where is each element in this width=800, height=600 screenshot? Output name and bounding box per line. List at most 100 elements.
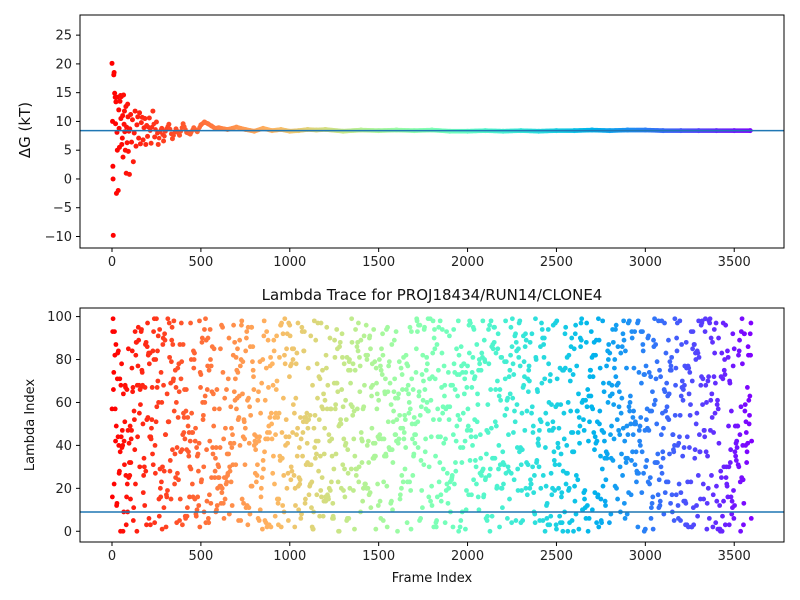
lambda-point bbox=[543, 410, 549, 416]
lambda-point bbox=[190, 430, 196, 435]
lambda-index-axis-label: Lambda Index bbox=[23, 379, 38, 472]
lambda-point bbox=[260, 458, 266, 463]
lambda-point bbox=[707, 316, 713, 322]
lambda-point bbox=[596, 316, 601, 322]
lambda-point bbox=[268, 524, 274, 530]
lambda-point bbox=[555, 440, 561, 446]
lambda-point bbox=[214, 387, 220, 392]
lambda-point bbox=[451, 361, 457, 367]
lambda-point bbox=[280, 331, 286, 337]
lambda-point bbox=[144, 344, 150, 350]
lambda-point bbox=[559, 494, 564, 500]
lambda-point bbox=[380, 518, 386, 523]
lambda-point bbox=[508, 470, 514, 476]
lambda-point bbox=[576, 526, 582, 532]
lambda-point bbox=[509, 520, 515, 526]
lambda-point bbox=[627, 408, 633, 414]
lambda-point bbox=[333, 402, 339, 408]
lambda-point bbox=[517, 363, 523, 369]
lambda-point bbox=[597, 408, 603, 414]
lambda-point bbox=[288, 477, 294, 483]
lambda-point bbox=[453, 468, 459, 474]
lambda-point bbox=[471, 477, 476, 483]
lambda-point bbox=[390, 460, 396, 465]
lambda-point bbox=[351, 488, 356, 493]
lambda-point bbox=[199, 335, 205, 341]
lambda-point bbox=[387, 380, 393, 386]
lambda-point bbox=[157, 327, 163, 332]
lambda-point bbox=[133, 481, 138, 487]
lambda-point bbox=[317, 513, 323, 519]
lambda-point bbox=[624, 511, 630, 517]
lambda-point bbox=[701, 427, 707, 433]
lambda-point bbox=[267, 430, 272, 435]
lambda-point bbox=[261, 466, 266, 472]
delta-g-point bbox=[143, 141, 149, 147]
lambda-point bbox=[260, 357, 266, 362]
lambda-point bbox=[226, 511, 232, 517]
lambda-point bbox=[357, 354, 362, 360]
lambda-point bbox=[127, 473, 133, 478]
lambda-point bbox=[612, 357, 618, 362]
delta-g-y-tick-label: −5 bbox=[53, 201, 72, 216]
lambda-point bbox=[368, 346, 373, 352]
lambda-point bbox=[602, 498, 608, 504]
lambda-point bbox=[130, 389, 136, 395]
lambda-point bbox=[566, 352, 572, 358]
lambda-point bbox=[464, 427, 470, 433]
lambda-point bbox=[541, 342, 547, 347]
lambda-point bbox=[664, 404, 670, 410]
lambda-y-tick-label: 60 bbox=[55, 396, 72, 411]
lambda-point bbox=[167, 458, 173, 463]
lambda-point bbox=[658, 432, 664, 438]
lambda-point bbox=[468, 434, 474, 440]
lambda-point bbox=[461, 391, 467, 397]
lambda-point bbox=[619, 451, 624, 457]
lambda-point bbox=[125, 346, 131, 352]
lambda-point bbox=[152, 520, 158, 526]
lambda-point bbox=[306, 492, 312, 498]
lambda-point bbox=[625, 455, 630, 461]
lambda-point bbox=[454, 423, 460, 429]
lambda-point bbox=[309, 505, 314, 511]
lambda-point bbox=[363, 322, 369, 328]
lambda-point bbox=[492, 419, 498, 425]
lambda-point bbox=[683, 500, 689, 506]
lambda-point bbox=[357, 363, 363, 369]
lambda-point bbox=[739, 316, 745, 322]
lambda-point bbox=[263, 365, 269, 371]
lambda-point bbox=[218, 346, 223, 352]
lambda-point bbox=[616, 427, 622, 433]
lambda-point bbox=[703, 316, 708, 322]
delta-g-point bbox=[140, 137, 146, 143]
lambda-point bbox=[357, 389, 363, 395]
lambda-point bbox=[435, 406, 441, 412]
delta-g-point bbox=[159, 125, 165, 131]
lambda-point bbox=[507, 496, 512, 502]
lambda-point bbox=[324, 324, 330, 330]
lambda-point bbox=[159, 479, 164, 485]
lambda-point bbox=[325, 382, 331, 388]
delta-g-y-tick-label: 25 bbox=[55, 29, 72, 44]
lambda-point bbox=[381, 479, 387, 485]
lambda-point bbox=[159, 526, 165, 532]
lambda-point bbox=[120, 442, 126, 448]
lambda-point bbox=[667, 359, 673, 365]
lambda-point bbox=[158, 494, 164, 500]
lambda-point bbox=[393, 432, 399, 438]
lambda-point bbox=[551, 425, 556, 431]
lambda-point bbox=[226, 451, 232, 457]
lambda-point bbox=[330, 500, 336, 506]
lambda-point bbox=[610, 339, 616, 345]
lambda-point bbox=[326, 432, 332, 438]
lambda-point bbox=[163, 524, 169, 530]
lambda-point bbox=[687, 412, 693, 418]
lambda-point bbox=[470, 354, 476, 360]
lambda-point bbox=[584, 320, 590, 326]
lambda-point bbox=[321, 451, 327, 457]
lambda-point bbox=[567, 367, 573, 373]
lambda-point bbox=[509, 316, 515, 322]
lambda-point bbox=[471, 327, 477, 332]
lambda-point bbox=[697, 449, 703, 455]
lambda-point bbox=[339, 387, 345, 392]
